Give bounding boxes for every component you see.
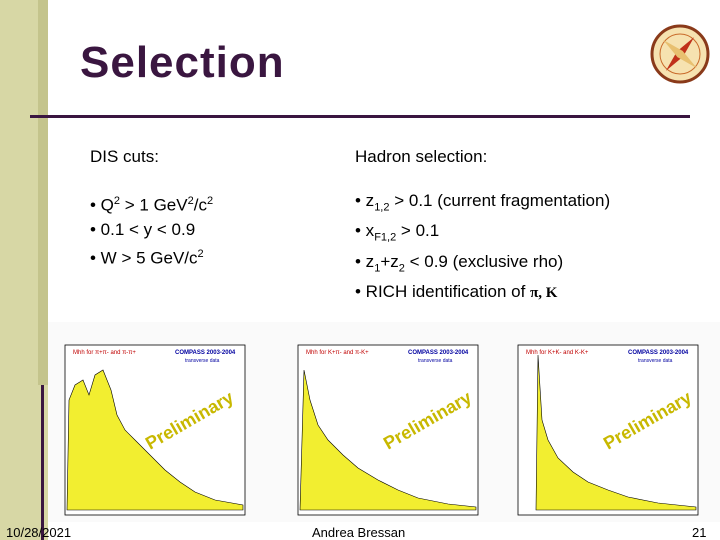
hadron-heading: Hadron selection: — [355, 147, 488, 166]
footer-date: 10/28/2021 — [6, 525, 72, 540]
dis-q2-cut: • Q2 > 1 GeV2/c2 — [90, 195, 214, 215]
page-title: Selection — [80, 38, 285, 87]
hadron-z-cut: • z1,2 > 0.1 (current fragmentation) — [355, 191, 611, 214]
hadron-selection-column: Hadron selection: • z1,2 > 0.1 (current … — [355, 145, 610, 305]
svg-text:Mhh for K+π- and π-K+: Mhh for K+π- and π-K+ — [306, 350, 369, 356]
svg-text:COMPASS 2003-2004: COMPASS 2003-2004 — [628, 350, 689, 356]
plot-pipi: Mhh for π+π- and π-π+ COMPASS 2003-2004 … — [64, 344, 246, 516]
sidebar-stripe — [38, 0, 48, 385]
svg-text:Mhh for K+K- and K-K+: Mhh for K+K- and K-K+ — [526, 350, 589, 356]
plot-kk: Mhh for K+K- and K-K+ COMPASS 2003-2004 … — [517, 344, 699, 516]
sidebar-rule — [41, 385, 44, 540]
dis-cuts-column: DIS cuts: • Q2 > 1 GeV2/c2 • 0.1 < y < 0… — [90, 145, 213, 270]
hadron-exclusive-cut: • z1+z2 < 0.9 (exclusive rho) — [355, 251, 564, 275]
svg-text:transverse data: transverse data — [638, 358, 673, 364]
footer-author: Andrea Bressan — [312, 525, 406, 540]
svg-text:COMPASS 2003-2004: COMPASS 2003-2004 — [408, 350, 469, 356]
svg-text:Mhh for π+π- and π-π+: Mhh for π+π- and π-π+ — [73, 350, 136, 356]
dis-heading: DIS cuts: — [90, 147, 159, 166]
title-rule — [30, 115, 690, 118]
svg-text:COMPASS 2003-2004: COMPASS 2003-2004 — [175, 350, 236, 356]
dis-y-cut: • 0.1 < y < 0.9 — [90, 219, 196, 239]
svg-text:transverse data: transverse data — [418, 358, 453, 364]
hadron-xf-cut: • xF1,2 > 0.1 — [355, 221, 440, 244]
footer-page-number: 21 — [692, 525, 707, 540]
hadron-rich-cut: • RICH identification of π, K — [355, 282, 558, 302]
dis-w-cut: • W > 5 GeV/c2 — [90, 247, 204, 268]
plot-kpi: Mhh for K+π- and π-K+ COMPASS 2003-2004 … — [297, 344, 479, 516]
compass-logo-icon — [650, 24, 710, 84]
svg-text:transverse data: transverse data — [185, 358, 220, 364]
